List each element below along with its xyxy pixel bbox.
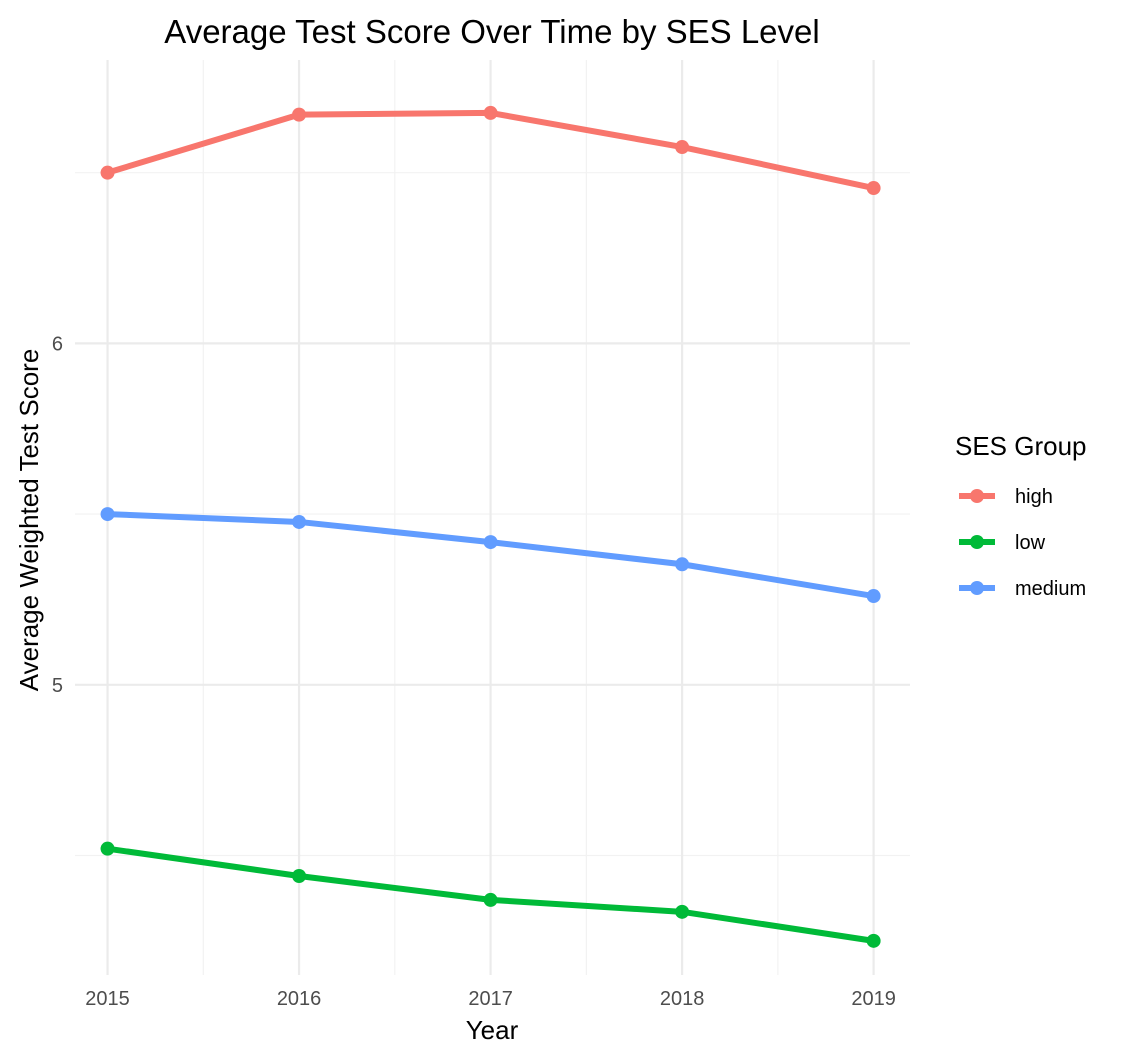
- data-point-medium: [292, 514, 307, 529]
- x-tick-label: 2017: [468, 988, 513, 1010]
- data-point-medium: [483, 535, 498, 550]
- x-axis-title: Year: [466, 1015, 519, 1045]
- data-point-low: [866, 933, 881, 948]
- data-point-medium: [675, 557, 690, 572]
- data-point-high: [866, 181, 881, 196]
- legend-item-low: low: [959, 532, 1046, 554]
- data-point-high: [292, 107, 307, 122]
- data-point-low: [292, 868, 307, 883]
- data-point-high: [483, 105, 498, 120]
- data-point-medium: [100, 507, 115, 522]
- series-points: [100, 105, 881, 948]
- legend-key-point: [970, 581, 984, 595]
- legend-label: low: [1015, 532, 1046, 554]
- legend: SES Group high low medium: [955, 431, 1087, 600]
- legend-title: SES Group: [955, 431, 1087, 461]
- data-point-low: [100, 841, 115, 856]
- legend-key-point: [970, 489, 984, 503]
- legend-label: medium: [1015, 578, 1086, 600]
- data-point-low: [675, 904, 690, 919]
- data-point-high: [675, 140, 690, 155]
- legend-item-medium: medium: [959, 578, 1086, 600]
- legend-label: high: [1015, 486, 1053, 508]
- y-axis-title: Average Weighted Test Score: [14, 349, 44, 692]
- y-tick-label: 6: [52, 333, 63, 355]
- chart-title: Average Test Score Over Time by SES Leve…: [164, 13, 819, 50]
- x-tick-label: 2016: [277, 988, 322, 1010]
- data-point-high: [100, 165, 115, 180]
- grid: [75, 60, 910, 975]
- y-tick-label: 5: [52, 675, 63, 697]
- x-tick-labels: 2015 2016 2017 2018 2019: [85, 988, 896, 1010]
- y-tick-labels: 56: [52, 333, 63, 696]
- data-point-low: [483, 892, 498, 907]
- x-tick-label: 2018: [660, 988, 705, 1010]
- legend-key-point: [970, 535, 984, 549]
- legend-item-high: high: [959, 486, 1053, 508]
- data-point-medium: [866, 589, 881, 604]
- x-tick-label: 2019: [851, 988, 896, 1010]
- x-tick-label: 2015: [85, 988, 130, 1010]
